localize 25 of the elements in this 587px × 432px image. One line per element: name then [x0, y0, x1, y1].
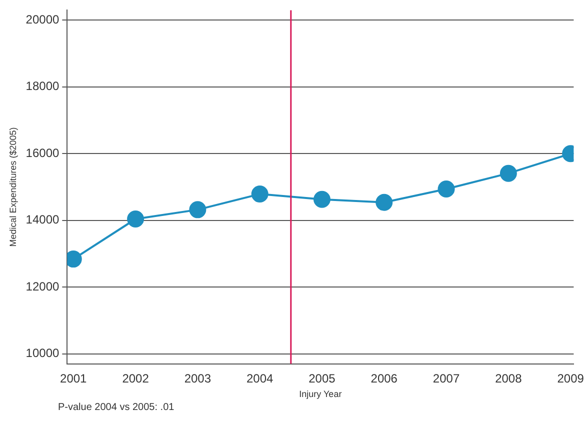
y-tick-label: 10000 — [26, 346, 60, 360]
y-tick-label: 20000 — [26, 12, 60, 27]
x-tick-label: 2006 — [370, 371, 398, 386]
point — [500, 164, 517, 182]
point — [438, 180, 455, 198]
x-tick-label: 2008 — [495, 371, 522, 386]
y-tick-label: 18000 — [26, 79, 60, 94]
y-tick-label: 14000 — [26, 212, 60, 227]
x-tick-label: 2003 — [184, 371, 212, 386]
point — [251, 186, 268, 203]
text: P-value 2004 vs 2005: .01 — [58, 402, 174, 413]
y-axis-title: Medical Expenditures ($2005) — [8, 127, 18, 247]
y-tick-label: 12000 — [26, 279, 60, 294]
point — [313, 190, 330, 208]
x-tick-label: 2005 — [308, 371, 336, 386]
x-axis-title: Injury Year — [299, 389, 342, 400]
x-tick-label: 2009 — [557, 371, 584, 386]
y-tick-label: 16000 — [26, 146, 60, 160]
point — [189, 201, 206, 218]
x-tick-label: 2002 — [122, 371, 150, 386]
x-tick-label: 2007 — [432, 371, 460, 386]
x-tick-label: 2004 — [246, 371, 274, 386]
point — [376, 194, 393, 211]
x-tick-label: 2001 — [60, 371, 88, 386]
point — [127, 210, 144, 228]
